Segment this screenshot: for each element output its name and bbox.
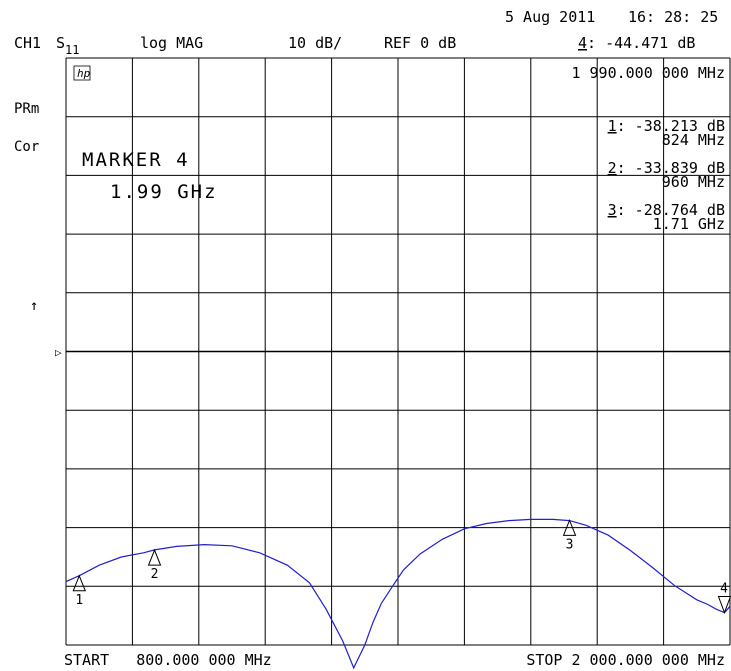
marker-1-triangle xyxy=(72,574,87,592)
marker-2-label: 2 xyxy=(151,567,159,582)
trace-markers: 1 2 3 4 xyxy=(72,518,731,614)
header-active-marker-num: 4 xyxy=(578,34,587,52)
readout-3-freq: 1.71 GHz xyxy=(653,215,725,233)
header-active-marker: 4: -44.471 dB xyxy=(578,34,695,52)
readout-3-db: : -28.764 dB xyxy=(617,201,725,219)
marker-2-triangle xyxy=(147,548,162,566)
header-scale: 10 dB/ xyxy=(288,34,342,52)
sweep-start: START 800.000 000 MHz xyxy=(64,651,272,669)
header-date: 5 Aug 2011 xyxy=(505,8,595,26)
readout-1-db: : -38.213 dB xyxy=(617,117,725,135)
graticule xyxy=(65,57,731,646)
marker-3-label: 3 xyxy=(566,537,574,552)
readout-2-num: 2 xyxy=(608,159,617,177)
header-time: 16: 28: 25 xyxy=(628,8,718,26)
header-parameter-main: S xyxy=(56,34,65,52)
marker-3-triangle xyxy=(562,518,577,536)
active-marker-frequency: 1 990.000 000 MHz xyxy=(571,64,725,82)
trace-s11 xyxy=(65,518,731,670)
readout-1-num: 1 xyxy=(608,117,617,135)
reference-pointer-icon: ▷ xyxy=(55,346,62,359)
marker-1-label: 1 xyxy=(75,593,83,608)
hp-logo: hp xyxy=(77,67,91,80)
readout-3-num: 3 xyxy=(608,201,617,219)
header-format: log MAG xyxy=(140,34,203,52)
header-parameter-sub: 11 xyxy=(65,43,79,57)
hp-logo-frame xyxy=(73,65,91,81)
marker-4-triangle xyxy=(717,596,731,614)
sweep-stop: STOP 2 000.000 000 MHz xyxy=(526,651,725,669)
side-arrow-up-icon: ↑ xyxy=(30,298,38,314)
header-reference: REF 0 dB xyxy=(384,34,456,52)
readout-2-value: 2: -33.839 dB xyxy=(608,159,725,177)
readout-3-value: 3: -28.764 dB xyxy=(608,201,725,219)
marker-box-title: MARKER 4 xyxy=(82,149,190,171)
readout-1-value: 1: -38.213 dB xyxy=(608,117,725,135)
side-label-cor: Cor xyxy=(14,139,39,155)
header-active-marker-value: : -44.471 dB xyxy=(587,34,695,52)
marker-box-value: 1.99 GHz xyxy=(110,181,218,203)
readout-1-freq: 824 MHz xyxy=(662,131,725,149)
marker-4-label: 4 xyxy=(720,582,728,597)
header-parameter: S11 xyxy=(56,34,79,57)
header-channel: CH1 xyxy=(14,34,41,52)
readout-2-freq: 960 MHz xyxy=(662,173,725,191)
readout-2-db: : -33.839 dB xyxy=(617,159,725,177)
side-label-prm: PRm xyxy=(14,101,39,117)
